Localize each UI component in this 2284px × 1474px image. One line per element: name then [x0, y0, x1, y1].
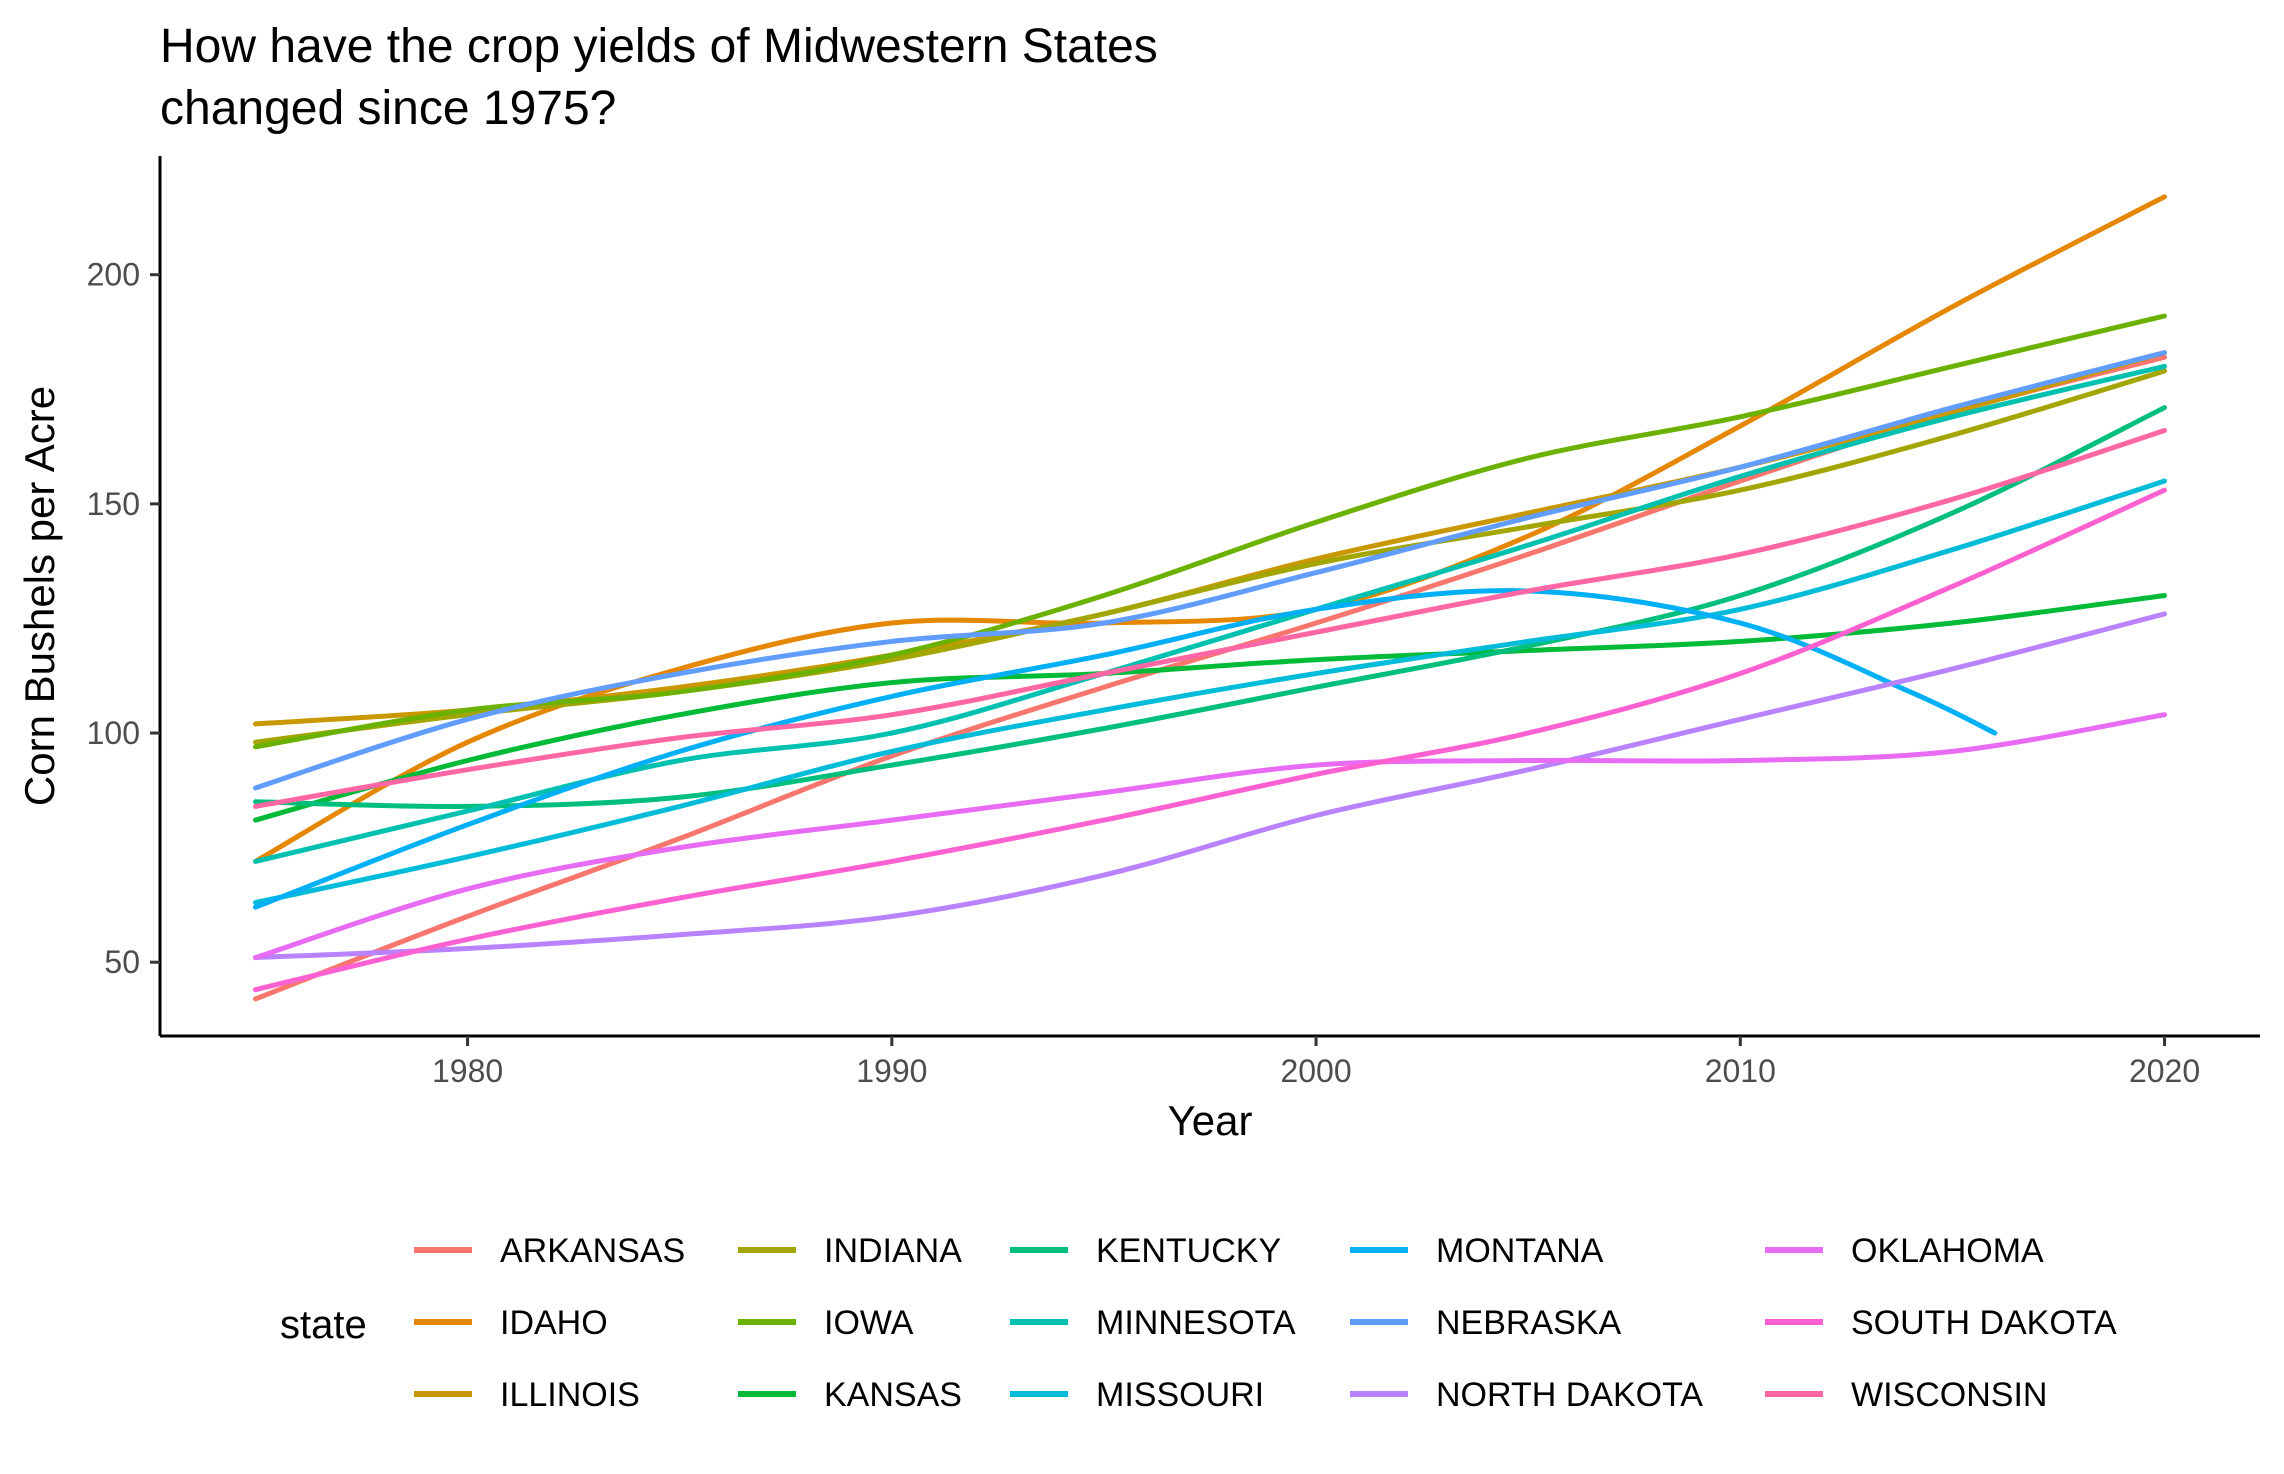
series-line-south-dakota [253, 487, 2167, 993]
legend-label-idaho: IDAHO [500, 1304, 608, 1342]
x-tick-label-1980: 1980 [432, 1053, 503, 1089]
legend-title: state [280, 1303, 367, 1347]
y-tick-label-200: 200 [87, 257, 140, 293]
legend-label-illinois: ILLINOIS [500, 1376, 640, 1414]
series-line-iowa [253, 313, 2167, 750]
tick-layer: 1980 1990 2000 2010 2020 50 100 150 200 [87, 257, 2201, 1089]
legend-label-nebraska: NEBRASKA [1436, 1304, 1621, 1342]
legend-label-kentucky: KENTUCKY [1096, 1232, 1281, 1270]
series-line-oklahoma [253, 712, 2167, 961]
series-line-north-dakota [253, 611, 2167, 961]
legend-label-north-dakota: NORTH DAKOTA [1436, 1376, 1703, 1414]
legend-label-wisconsin: WISCONSIN [1851, 1376, 2047, 1414]
legend-label-iowa: IOWA [824, 1304, 914, 1342]
series-line-wisconsin [253, 428, 2167, 809]
legend-label-montana: MONTANA [1436, 1232, 1604, 1270]
series-line-kentucky [253, 405, 2167, 809]
x-tick-label-1990: 1990 [856, 1053, 927, 1089]
y-tick-label-150: 150 [87, 486, 140, 522]
series-line-nebraska [253, 350, 2167, 791]
chart-title-line-1: How have the crop yields of Midwestern S… [160, 20, 1158, 73]
legend-label-missouri: MISSOURI [1096, 1376, 1264, 1414]
legend-label-arkansas: ARKANSAS [500, 1232, 685, 1270]
legend: ARKANSAS IDAHO ILLINOIS INDIANA IOWA KANSAS KE… [414, 1232, 2117, 1414]
series-line-montana [253, 588, 1998, 910]
legend-label-oklahoma: OKLAHOMA [1851, 1232, 2044, 1270]
series-layer [253, 194, 2167, 1002]
x-tick-label-2010: 2010 [1705, 1053, 1776, 1089]
legend-label-kansas: KANSAS [824, 1376, 962, 1414]
x-axis-title: Year [1168, 1097, 1253, 1144]
x-tick-label-2020: 2020 [2129, 1053, 2200, 1089]
series-line-missouri [253, 478, 2167, 906]
y-tick-label-50: 50 [104, 944, 140, 980]
x-tick-label-2000: 2000 [1280, 1053, 1351, 1089]
legend-label-minnesota: MINNESOTA [1096, 1304, 1296, 1342]
y-tick-label-100: 100 [87, 715, 140, 751]
series-line-indiana [253, 368, 2167, 745]
chart-title-line-2: changed since 1975? [160, 82, 616, 135]
y-axis-title: Corn Bushels per Acre [16, 386, 63, 806]
legend-label-south-dakota: SOUTH DAKOTA [1851, 1304, 2117, 1342]
legend-label-indiana: INDIANA [824, 1232, 962, 1270]
